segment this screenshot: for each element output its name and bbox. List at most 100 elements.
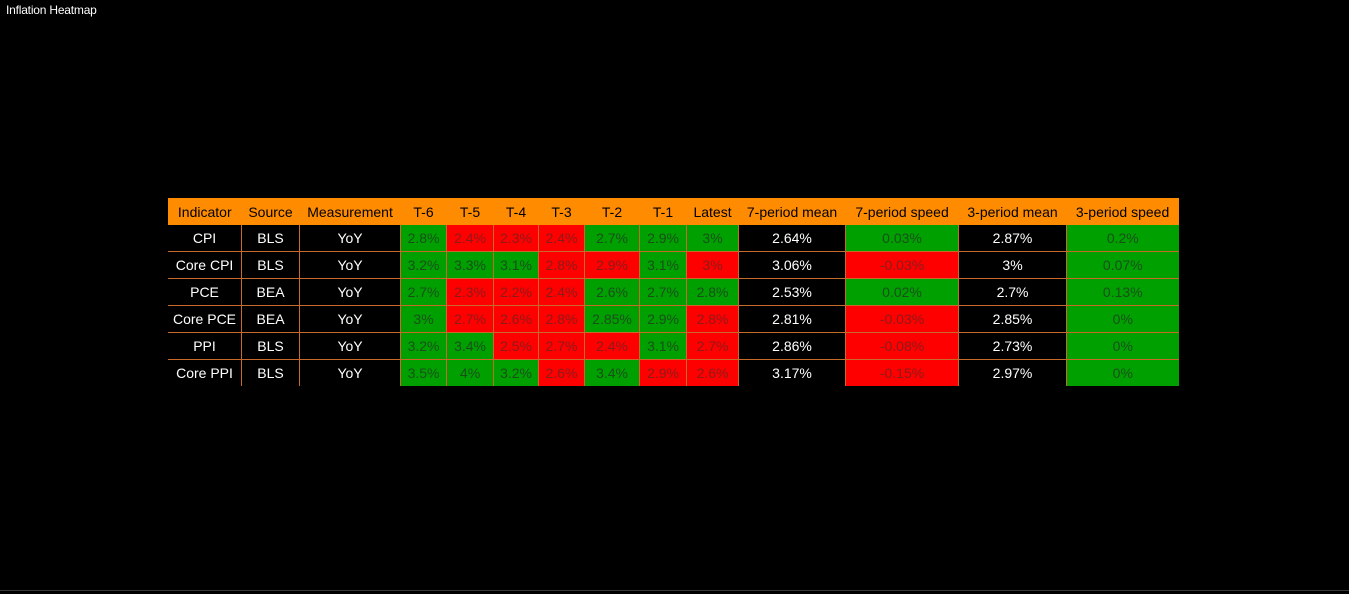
table-cell: 0% [1066,359,1179,386]
table-cell: BEA [241,305,301,333]
table-cell: BLS [241,332,301,360]
table-cell: 2.7% [446,305,495,333]
column-header: T-4 [493,198,539,225]
table-cell: 0.03% [845,225,960,252]
table-cell: 2.7% [958,278,1068,306]
table-cell: 2.87% [958,225,1068,252]
table-row: PPI BLS YoY 3.2% 3.4% 2.5% 2.7% 2.4% 3.1% 2.7% 2.8… [168,332,1179,360]
table-cell: 2.8% [686,278,740,306]
table-cell: 2.7% [584,225,641,252]
table-cell: 3.1% [639,332,688,360]
table-cell: 3.4% [584,359,641,386]
table-cell: -0.15% [845,359,960,386]
column-header: Source [241,198,300,225]
column-header: T-3 [538,198,585,225]
table-cell: 2.3% [446,278,495,306]
table-cell: 3.5% [400,359,448,386]
table-row: CPI BLS YoY 2.8% 2.4% 2.3% 2.4% 2.7% 2.9% 3% 2.64%… [168,225,1179,252]
table-cell: -0.03% [845,305,960,333]
table-cell: 2.7% [538,332,586,360]
table-cell: 2.4% [584,332,641,360]
table-cell: Core PPI [168,359,243,386]
column-header: T-2 [584,198,640,225]
column-header: T-1 [639,198,687,225]
table-cell: 3% [686,225,740,252]
table-cell: YoY [299,332,402,360]
table-cell: 2.97% [958,359,1068,386]
table-cell: 2.6% [538,359,586,386]
table-row: Core CPI BLS YoY 3.2% 3.3% 3.1% 2.8% 2.9% 3.1% 3%… [168,251,1179,279]
table-cell: PCE [168,278,243,306]
table-cell: YoY [299,225,402,252]
table-cell: 2.9% [584,251,641,279]
table-cell: BLS [241,359,301,386]
table-cell: 2.86% [738,332,847,360]
table-cell: 2.8% [538,305,586,333]
table-cell: 2.85% [584,305,641,333]
table-cell: BLS [241,251,301,279]
table-cell: 2.3% [493,225,540,252]
column-header: T-6 [400,198,447,225]
column-header: T-5 [446,198,494,225]
table-cell: 2.81% [738,305,847,333]
table-cell: 0.07% [1066,251,1179,279]
table-row: PCE BEA YoY 2.7% 2.3% 2.2% 2.4% 2.6% 2.7% 2.8% 2.5… [168,278,1179,306]
table-cell: 0.02% [845,278,960,306]
table-row: Core PPI BLS YoY 3.5% 4% 3.2% 2.6% 3.4% 2.9% 2.6%… [168,359,1179,386]
table-cell: 2.9% [639,305,688,333]
table-cell: 3.1% [493,251,540,279]
table-cell: 2.53% [738,278,847,306]
table-cell: -0.08% [845,332,960,360]
table-cell: 3.2% [493,359,540,386]
table-cell: 2.85% [958,305,1068,333]
table-cell: YoY [299,305,402,333]
table-cell: 2.8% [686,305,740,333]
table-cell: YoY [299,278,402,306]
table-cell: 2.73% [958,332,1068,360]
column-header: 7-period speed [845,198,959,225]
table-cell: 0.2% [1066,225,1179,252]
table-cell: 2.9% [639,359,688,386]
table-row: Core PCE BEA YoY 3% 2.7% 2.6% 2.8% 2.85% 2.9% 2.8… [168,305,1179,333]
table-cell: 2.4% [538,278,586,306]
table-cell: 3.2% [400,251,448,279]
table-cell: 3% [686,251,740,279]
table-cell: BLS [241,225,301,252]
table-cell: 2.6% [686,359,740,386]
table-cell: 0% [1066,305,1179,333]
table-cell: YoY [299,251,402,279]
table-cell: 2.9% [639,225,688,252]
table-cell: 2.6% [493,305,540,333]
table-cell: BEA [241,278,301,306]
bottom-divider [0,590,1349,591]
table-cell: 2.7% [686,332,740,360]
column-header: 7-period mean [738,198,846,225]
table-cell: 3.3% [446,251,495,279]
table-cell: Core PCE [168,305,243,333]
table-cell: 3% [400,305,448,333]
column-header: 3-period mean [958,198,1067,225]
table-cell: 2.64% [738,225,847,252]
inflation-heatmap-table: Indicator Source Measurement T-6 T-5 T-4 T-3 T-… [168,198,1179,386]
table-cell: 2.4% [446,225,495,252]
table-cell: 4% [446,359,495,386]
column-header: Latest [686,198,739,225]
table-cell: 3.4% [446,332,495,360]
table-cell: -0.03% [845,251,960,279]
table-cell: 3.17% [738,359,847,386]
page-title: Inflation Heatmap [6,3,97,17]
table-cell: 2.4% [538,225,586,252]
table-cell: 2.5% [493,332,540,360]
table-body: CPI BLS YoY 2.8% 2.4% 2.3% 2.4% 2.7% 2.9% 3% 2.64%… [168,225,1179,386]
table-cell: PPI [168,332,243,360]
table-cell: 3.2% [400,332,448,360]
table-cell: 2.8% [400,225,448,252]
table-cell: Core CPI [168,251,243,279]
table-cell: 2.8% [538,251,586,279]
column-header: Measurement [299,198,401,225]
table-cell: 0.13% [1066,278,1179,306]
table-cell: YoY [299,359,402,386]
column-header: Indicator [168,198,242,225]
table-cell: 2.7% [400,278,448,306]
